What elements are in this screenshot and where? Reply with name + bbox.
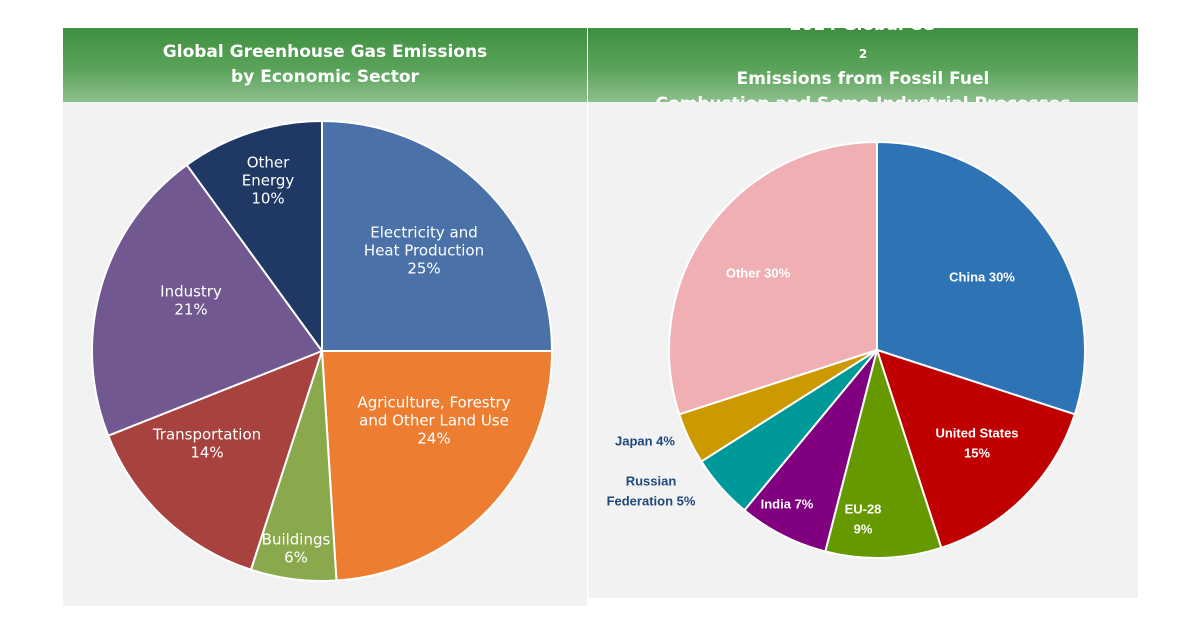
ghg-label-other-energy: Other Energy 10% [242, 153, 295, 207]
co2-label-russian-federation: Russian Federation 5% [607, 474, 696, 509]
co2-slice-eu-28 [824, 349, 943, 559]
co2-label-united-states: United States 15% [935, 426, 1018, 461]
co2-label-japan: Japan 4% [615, 434, 675, 449]
co2-slice-other [668, 141, 878, 416]
co2-slice-united-states [876, 349, 1076, 549]
ghg-label-buildings: Buildings 6% [262, 530, 331, 566]
co2-title-line-1: 2014 Global CO 2 Emissions from Fossil Fu… [737, 13, 990, 92]
co2-title-suffix: Emissions from Fossil Fuel [736, 69, 990, 89]
co2-pie: China 30% United States 15% EU-28 9% India 7%… [607, 141, 1086, 559]
ghg-slice-industry [91, 163, 323, 437]
ghg-slice-transportation [107, 350, 323, 571]
ghg-label-agriculture-forestry-and-other-land-use: Agriculture, Forestry and Other Land Use 2… [357, 393, 510, 447]
ghg-slice-other-energy [185, 120, 323, 352]
ghg-pie: Electricity and Heat Production 25% Agricul… [91, 120, 553, 582]
co2-label-india: India 7% [761, 497, 814, 512]
co2-label-china: China 30% [949, 270, 1015, 285]
ghg-label-electricity-and-heat-production: Electricity and Heat Production 25% [364, 223, 484, 277]
ghg-label-transportation: Transportation 14% [152, 425, 261, 461]
co2-slice-china [876, 141, 1086, 416]
co2-title-subscript: 2 [858, 47, 868, 61]
ghg-slice-agriculture-forestry-and-other-land-use [321, 350, 553, 582]
ghg-sector-chart-title: Global Greenhouse Gas Emissions by Econo… [63, 28, 587, 102]
co2-title-prefix: 2014 Global CO [789, 15, 937, 35]
ghg-title-line-1: Global Greenhouse Gas Emissions [162, 42, 488, 62]
ghg-title-line-2: by Economic Sector [231, 67, 419, 87]
ghg-label-industry: Industry 21% [160, 282, 222, 318]
co2-label-other: Other 30% [726, 266, 791, 281]
ghg-slice-electricity-and-heat-production [321, 120, 553, 352]
co2-label-eu-28: EU-28 9% [845, 502, 882, 537]
